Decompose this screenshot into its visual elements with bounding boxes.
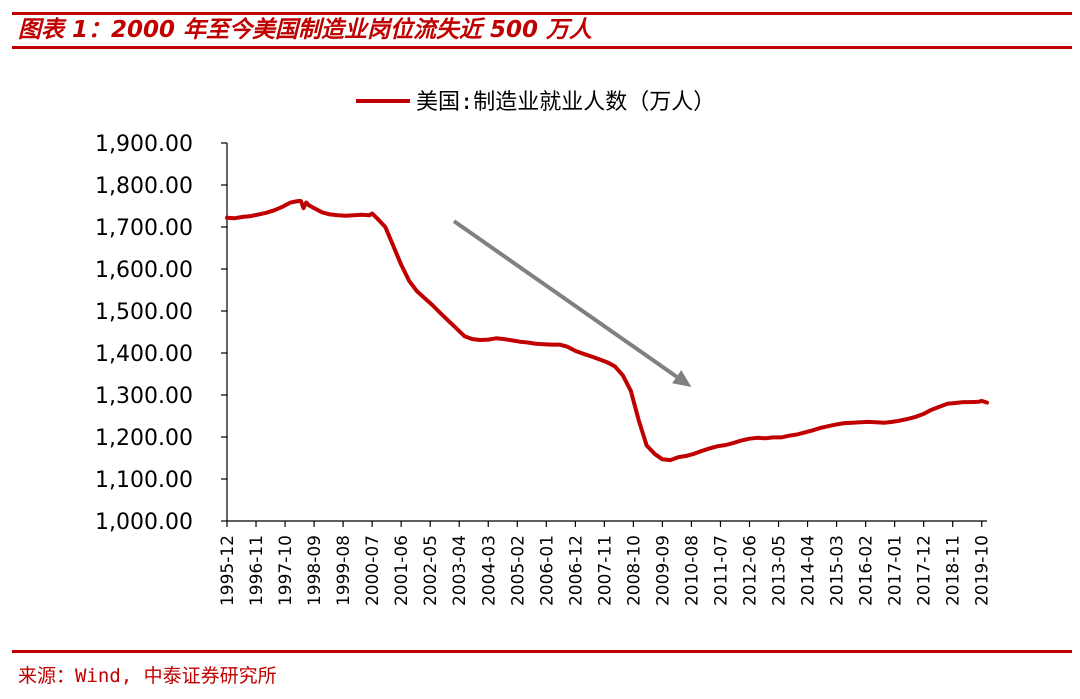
top-rule (12, 12, 1072, 15)
x-tick-label: 2007-11 (595, 535, 615, 606)
x-tick-label: 2004-03 (479, 535, 499, 606)
source-note: 来源：Wind, 中泰证券研究所 (18, 665, 277, 687)
x-tick-label: 2006-01 (537, 535, 557, 606)
bottom-rule (12, 650, 1072, 653)
x-tick-label: 1997-10 (276, 535, 296, 606)
x-tick-label: 2017-01 (886, 535, 906, 606)
y-tick-label: 1,500.00 (95, 300, 193, 325)
x-axis: 1995-12 1996-11 1997-10 1998-09 1999-08 2000-… (218, 520, 993, 606)
x-tick-label: 2019-10 (973, 535, 993, 606)
figure-title: 图表 1：2000 年至今美国制造业岗位流失近 500 万人 (18, 17, 593, 43)
x-tick-label: 1999-08 (334, 535, 354, 606)
x-tick-label: 2017-12 (915, 535, 935, 606)
legend: 美国:制造业就业人数（万人） (356, 90, 715, 115)
y-tick-label: 1,100.00 (95, 468, 193, 493)
series-line-0 (225, 199, 989, 463)
x-tick-label: 2000-07 (363, 535, 383, 606)
x-tick-label: 2006-12 (566, 535, 586, 606)
series-layer (225, 199, 989, 463)
x-tick-label: 2005-02 (508, 535, 528, 606)
x-tick-label: 1995-12 (218, 535, 238, 606)
x-tick-label: 2012-06 (741, 535, 761, 606)
x-tick-label: 1998-09 (305, 535, 325, 606)
y-tick-label: 1,700.00 (95, 216, 193, 241)
x-tick-label: 2015-03 (828, 535, 848, 606)
y-tick-label: 1,200.00 (95, 426, 193, 451)
x-tick-label: 2018-11 (944, 535, 964, 606)
x-tick-label: 2013-05 (770, 535, 790, 606)
trend-arrow-head (672, 370, 692, 388)
annotation-layer (452, 219, 692, 388)
x-tick-label: 2010-08 (682, 535, 702, 606)
y-tick-label: 1,400.00 (95, 342, 193, 367)
x-tick-label: 1996-11 (247, 535, 267, 606)
y-tick-label: 1,300.00 (95, 384, 193, 409)
legend-label: 美国:制造业就业人数（万人） (416, 90, 715, 115)
y-tick-label: 1,800.00 (95, 174, 193, 199)
x-tick-label: 2002-05 (421, 535, 441, 606)
x-tick-label: 2003-04 (450, 535, 470, 606)
title-rule (12, 46, 1072, 49)
x-tick-label: 2008-10 (624, 535, 644, 606)
y-tick-label: 1,600.00 (95, 258, 193, 283)
x-tick-label: 2011-07 (711, 535, 731, 606)
trend-arrow-shaft (452, 219, 678, 379)
x-tick-label: 2009-09 (653, 535, 673, 606)
y-tick-label: 1,900.00 (95, 132, 193, 157)
x-tick-label: 2014-04 (799, 535, 819, 606)
x-tick-label: 2001-06 (392, 535, 412, 606)
y-axis: 1,000.00 1,100.00 1,200.00 1,300.00 1,400.00… (95, 132, 228, 535)
y-tick-label: 1,000.00 (95, 510, 193, 535)
x-tick-label: 2016-02 (857, 535, 877, 606)
